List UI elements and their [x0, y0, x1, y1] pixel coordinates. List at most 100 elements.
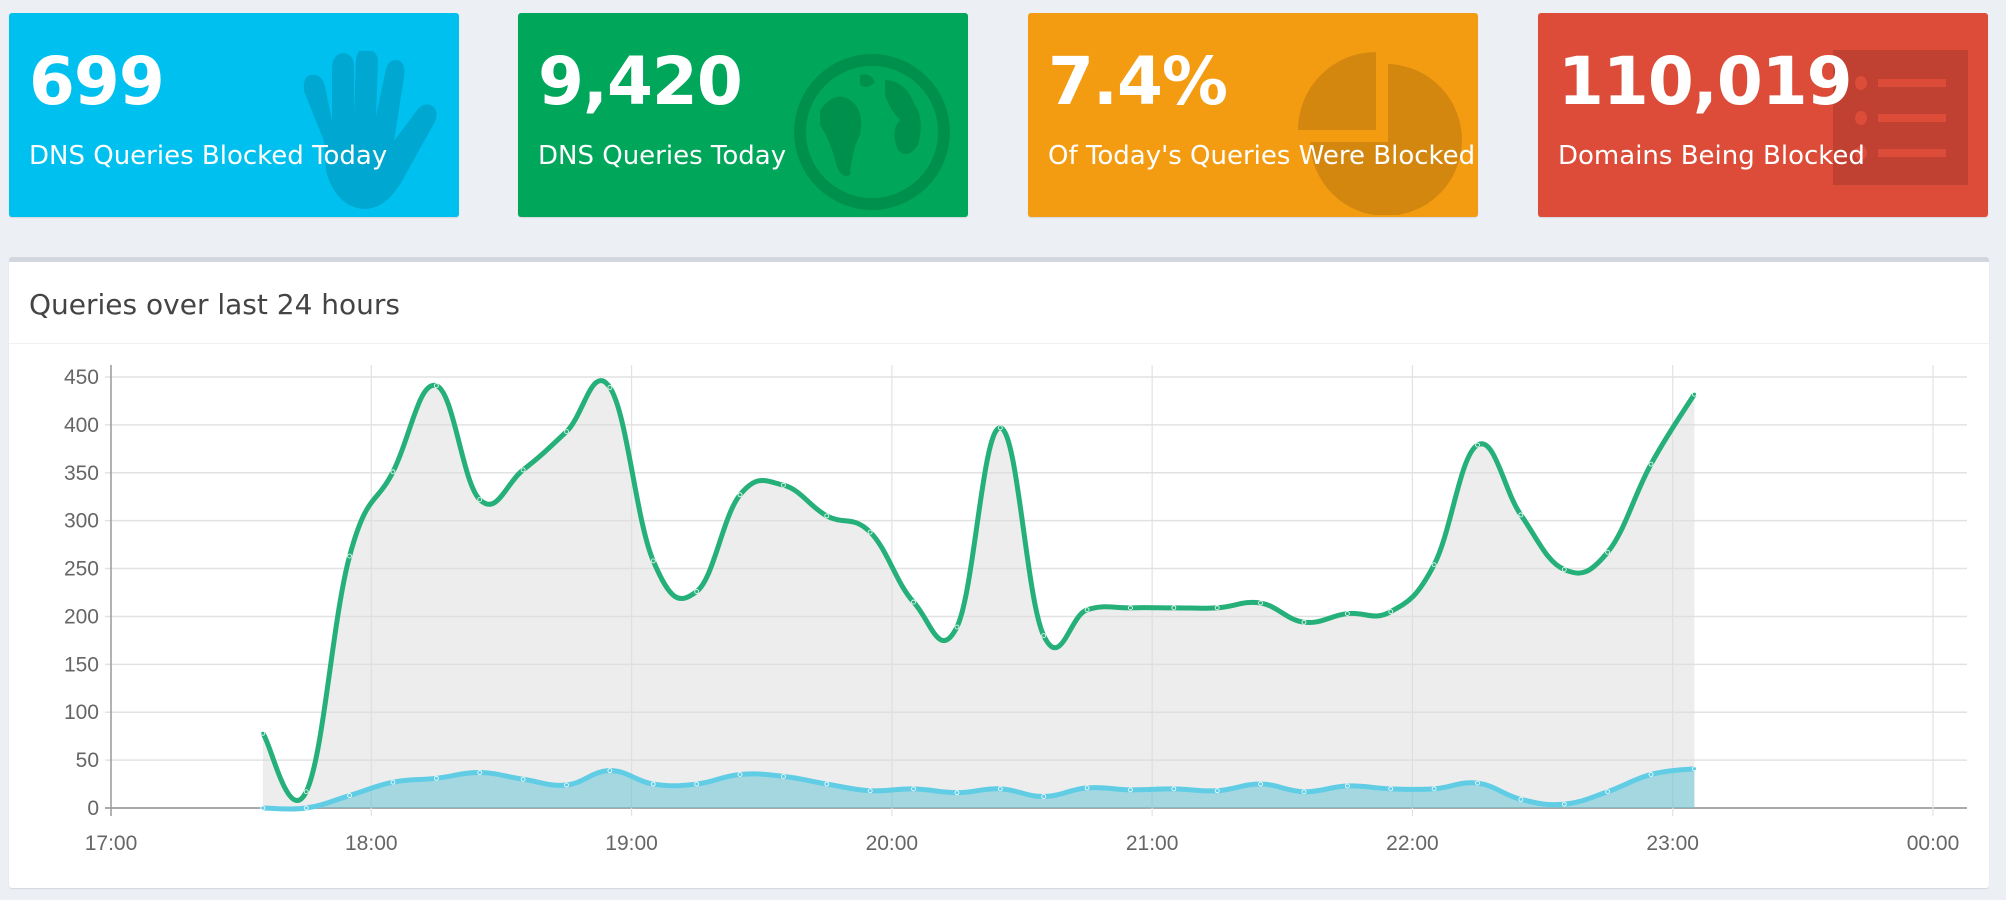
data-point — [1431, 786, 1437, 792]
globe-icon — [794, 54, 950, 210]
data-point — [1648, 461, 1654, 467]
data-point — [1344, 783, 1350, 789]
stat-card-blocked: 699 DNS Queries Blocked Today — [9, 13, 459, 217]
x-tick-label: 19:00 — [605, 832, 658, 855]
data-point — [1518, 512, 1524, 518]
y-tick-label: 100 — [64, 701, 99, 724]
stat-value: 9,420 — [538, 43, 743, 120]
data-point — [1301, 789, 1307, 795]
stat-card-queries: 9,420 DNS Queries Today — [518, 13, 968, 217]
data-point — [824, 513, 830, 519]
data-point — [911, 599, 916, 605]
y-tick-label: 50 — [76, 749, 99, 772]
data-point — [520, 467, 526, 473]
series-area-1 — [262, 768, 1695, 810]
hand-icon — [303, 51, 437, 209]
x-tick-label: 17:00 — [85, 832, 138, 855]
data-point — [1561, 567, 1567, 572]
data-point — [1258, 781, 1263, 787]
data-point — [997, 786, 1003, 792]
data-point — [1344, 611, 1350, 616]
data-point — [607, 768, 613, 774]
pie-chart-icon — [1298, 52, 1462, 215]
stat-label: Domains Being Blocked — [1558, 141, 1865, 171]
data-point — [824, 781, 830, 787]
data-point — [1388, 609, 1394, 615]
queries-line-chart: 0 50 100 150 200 250 300 350 400 450 17:00 18:00 19:… — [64, 365, 1967, 855]
data-point — [1214, 788, 1220, 794]
y-tick-label: 450 — [64, 366, 99, 389]
data-point — [564, 429, 569, 434]
data-point — [433, 775, 439, 781]
data-point — [781, 773, 786, 779]
data-point — [1171, 605, 1177, 611]
chart-box-title: Queries over last 24 hours — [29, 288, 401, 321]
data-point — [1692, 766, 1697, 772]
data-point — [1128, 605, 1133, 611]
series-area-0 — [262, 380, 1695, 808]
x-tick-label: 23:00 — [1646, 832, 1699, 855]
data-point — [564, 782, 569, 788]
data-point — [911, 786, 916, 792]
data-point — [1518, 796, 1524, 802]
x-tick-label: 18:00 — [345, 832, 398, 855]
data-point — [1605, 549, 1611, 555]
data-point — [1041, 794, 1047, 799]
x-tick-label: 00:00 — [1907, 832, 1960, 855]
data-point — [1084, 785, 1090, 791]
series-line-1 — [262, 766, 1695, 812]
data-point — [867, 788, 873, 794]
x-tick-label: 22:00 — [1386, 832, 1439, 855]
box-header-divider — [9, 343, 1989, 344]
data-point — [1041, 633, 1047, 639]
stat-card-percent-blocked: 7.4% Of Today's Queries Were Blocked — [1028, 13, 1478, 217]
data-point — [477, 770, 483, 775]
data-point — [1561, 801, 1567, 807]
data-point — [1388, 786, 1394, 792]
data-point — [1692, 391, 1697, 397]
y-tick-label: 150 — [64, 653, 99, 676]
x-tick-label: 21:00 — [1126, 832, 1179, 855]
list-icon — [1833, 50, 1968, 185]
data-point — [737, 492, 743, 498]
y-tick-label: 200 — [64, 605, 99, 628]
data-point — [433, 383, 439, 389]
y-tick-label: 350 — [64, 462, 99, 485]
y-tick-label: 400 — [64, 414, 99, 437]
data-point — [1648, 772, 1654, 777]
data-point — [650, 558, 656, 564]
y-tick-label: 0 — [87, 797, 99, 820]
data-point — [997, 425, 1003, 431]
stat-label: DNS Queries Today — [538, 141, 787, 171]
y-tick-label: 250 — [64, 558, 99, 581]
data-point — [1214, 605, 1220, 611]
data-point — [867, 529, 873, 535]
stat-label: DNS Queries Blocked Today — [29, 141, 388, 171]
data-point — [303, 805, 309, 811]
data-point — [520, 776, 526, 782]
data-point — [260, 730, 266, 736]
data-point — [390, 779, 396, 785]
data-point — [1171, 786, 1177, 792]
data-point — [694, 781, 700, 787]
data-point — [1128, 787, 1133, 793]
data-point — [303, 789, 309, 795]
data-point — [1475, 780, 1480, 786]
stat-label: Of Today's Queries Were Blocked — [1048, 141, 1476, 171]
data-point — [1605, 789, 1611, 795]
data-point — [1431, 562, 1437, 568]
data-point — [781, 482, 786, 488]
data-point — [390, 469, 396, 475]
data-point — [1475, 442, 1480, 448]
data-point — [347, 553, 352, 559]
data-point — [260, 805, 266, 811]
data-point — [650, 781, 656, 787]
data-point — [477, 497, 483, 502]
stat-value: 110,019 — [1558, 43, 1853, 120]
queries-chart-box: Queries over last 24 hours 0 50 100 150 200 2… — [9, 257, 1989, 888]
data-point — [954, 790, 960, 796]
x-tick-label: 20:00 — [866, 832, 919, 855]
y-tick-label: 300 — [64, 510, 99, 533]
stat-value: 699 — [29, 43, 165, 120]
data-point — [737, 772, 743, 777]
